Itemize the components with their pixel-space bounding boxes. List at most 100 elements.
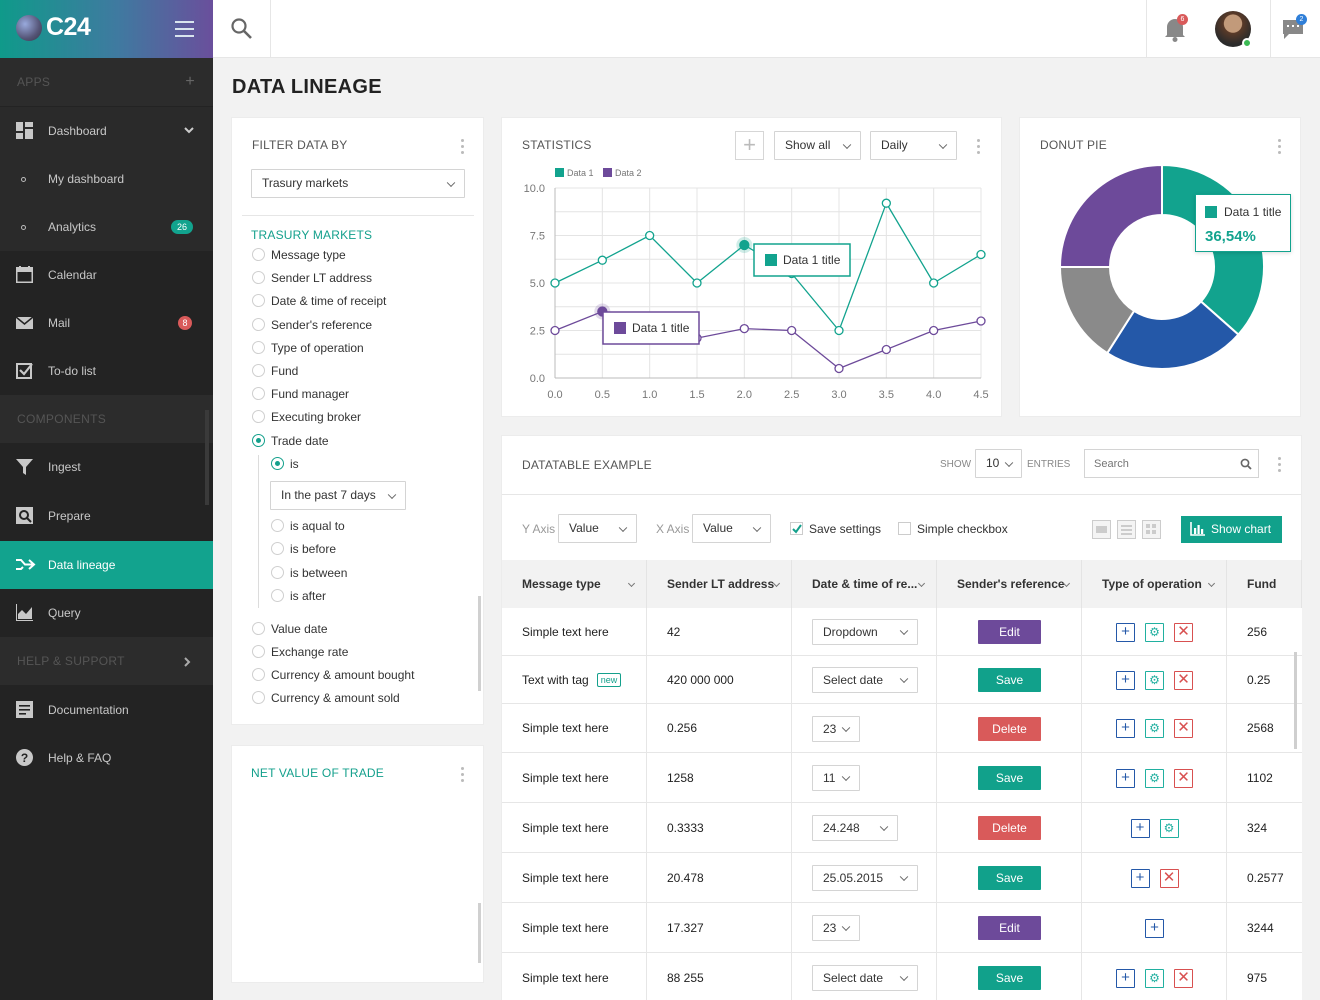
edit-button[interactable]: Edit — [978, 620, 1041, 644]
net-menu-icon[interactable] — [461, 767, 465, 785]
donut-slice[interactable] — [1105, 300, 1240, 370]
gear-icon[interactable]: ⚙ — [1145, 622, 1164, 642]
search-icon[interactable] — [231, 18, 253, 40]
sidebar-item-prepare[interactable]: Prepare — [0, 492, 213, 540]
sort-icon[interactable] — [1207, 579, 1216, 588]
chevron-right-icon[interactable] — [184, 657, 192, 667]
filter-option-radio[interactable] — [252, 294, 265, 307]
sidebar-item-documentation[interactable]: Documentation — [0, 686, 213, 734]
filter-option-radio[interactable] — [252, 271, 265, 284]
donut-slice[interactable] — [1058, 163, 1163, 268]
filter-option-radio[interactable] — [252, 387, 265, 400]
filter-scrollbar[interactable] — [478, 596, 481, 691]
data-point[interactable] — [739, 239, 750, 251]
data-point[interactable] — [881, 344, 891, 355]
filter-option-radio[interactable] — [252, 341, 265, 354]
data-point[interactable] — [976, 316, 986, 326]
filter-option-radio[interactable] — [252, 645, 265, 658]
data-point[interactable] — [739, 323, 749, 334]
net-scrollbar[interactable] — [478, 903, 481, 963]
save-button[interactable]: Save — [978, 766, 1041, 790]
data-point[interactable] — [834, 325, 844, 336]
entries-select[interactable]: 10 — [975, 449, 1022, 478]
filter-option-radio[interactable] — [252, 622, 265, 635]
period-select[interactable]: Daily — [870, 131, 957, 160]
search-icon[interactable] — [1240, 458, 1252, 470]
row-select[interactable]: 23 — [812, 915, 860, 941]
delete-button[interactable]: Delete — [978, 716, 1041, 741]
filter-option-radio[interactable] — [252, 318, 265, 331]
trade-sub-option-radio[interactable] — [271, 519, 284, 532]
close-icon[interactable]: ✕ — [1174, 622, 1193, 642]
row-select[interactable]: 25.05.2015 — [812, 865, 918, 891]
plus-icon[interactable]: + — [1130, 818, 1150, 838]
statistics-menu-icon[interactable] — [977, 139, 981, 157]
avatar[interactable] — [1215, 11, 1252, 48]
gear-icon[interactable]: ⚙ — [1145, 968, 1164, 988]
trade-sub-option-radio[interactable] — [271, 542, 284, 555]
plus-icon[interactable]: + — [1130, 868, 1150, 888]
sidebar-item-todo[interactable]: To-do list — [0, 347, 213, 395]
row-select[interactable]: Dropdown — [812, 619, 918, 645]
plus-icon[interactable]: + — [1116, 719, 1135, 738]
save-button[interactable]: Save — [978, 668, 1041, 692]
sidebar-item-dashboard[interactable]: Dashboard — [0, 107, 213, 155]
data-point[interactable] — [550, 278, 560, 288]
plus-icon[interactable]: + — [1116, 622, 1135, 642]
data-point[interactable] — [692, 278, 702, 288]
sort-icon[interactable] — [917, 579, 926, 588]
save-button[interactable]: Save — [978, 866, 1041, 890]
data-point[interactable] — [834, 363, 844, 374]
row-select[interactable]: Select date — [812, 667, 918, 693]
close-icon[interactable]: ✕ — [1174, 719, 1193, 738]
messages-button[interactable]: 2 — [1282, 14, 1308, 43]
sort-icon[interactable] — [627, 579, 636, 588]
row-select[interactable]: 24.248 — [812, 815, 898, 841]
sidebar-item-query[interactable]: Query — [0, 589, 213, 637]
close-icon[interactable]: ✕ — [1174, 768, 1193, 788]
row-select[interactable]: Select date — [812, 965, 918, 991]
column-header[interactable]: Sender's reference — [937, 560, 1082, 608]
data-point[interactable] — [929, 278, 939, 288]
data-point[interactable] — [929, 325, 939, 336]
datatable-menu-icon[interactable] — [1278, 457, 1282, 475]
data-point[interactable] — [645, 230, 655, 241]
column-header[interactable]: Type of operation — [1082, 560, 1227, 608]
data-point[interactable] — [976, 249, 986, 260]
add-app-icon[interactable]: + — [185, 73, 195, 90]
data-point[interactable] — [597, 255, 607, 265]
trade-is-radio[interactable] — [271, 457, 284, 470]
column-header[interactable]: Sender LT address — [647, 560, 792, 608]
plus-icon[interactable]: + — [1116, 670, 1135, 690]
sidebar-item-analytics[interactable]: Analytics 26 — [0, 203, 213, 251]
close-icon[interactable]: ✕ — [1174, 968, 1193, 988]
data-point[interactable] — [550, 325, 560, 336]
data-point[interactable] — [881, 198, 891, 208]
filter-option-radio[interactable] — [252, 668, 265, 681]
view-rows-icon[interactable] — [1117, 520, 1136, 539]
trade-sub-option-radio[interactable] — [271, 589, 284, 602]
row-select[interactable]: 11 — [812, 765, 860, 791]
show-select[interactable]: Show all — [774, 131, 861, 160]
column-header[interactable]: Message type — [502, 560, 647, 608]
view-list-icon[interactable] — [1092, 520, 1111, 539]
close-icon[interactable]: ✕ — [1174, 670, 1193, 690]
filter-option-radio[interactable] — [252, 410, 265, 423]
save-settings-checkbox[interactable] — [790, 522, 803, 535]
notifications-button[interactable]: 6 — [1163, 14, 1189, 42]
close-icon[interactable]: ✕ — [1159, 868, 1179, 888]
save-button[interactable]: Save — [978, 966, 1041, 990]
add-series-button[interactable]: + — [735, 131, 764, 160]
plus-icon[interactable]: + — [1116, 968, 1135, 988]
trade-sub-option-radio[interactable] — [271, 566, 284, 579]
datatable-search[interactable] — [1084, 449, 1259, 478]
menu-icon[interactable] — [175, 21, 194, 37]
show-chart-button[interactable]: Show chart — [1181, 516, 1282, 543]
sidebar-item-my-dashboard[interactable]: My dashboard — [0, 155, 213, 203]
donut-menu-icon[interactable] — [1278, 139, 1282, 157]
sidebar-item-help-faq[interactable]: ? Help & FAQ — [0, 734, 213, 782]
sidebar-item-data-lineage[interactable]: Data lineage — [0, 541, 213, 589]
gear-icon[interactable]: ⚙ — [1145, 768, 1164, 788]
filter-menu-icon[interactable] — [461, 139, 465, 157]
edit-button[interactable]: Edit — [978, 916, 1041, 940]
